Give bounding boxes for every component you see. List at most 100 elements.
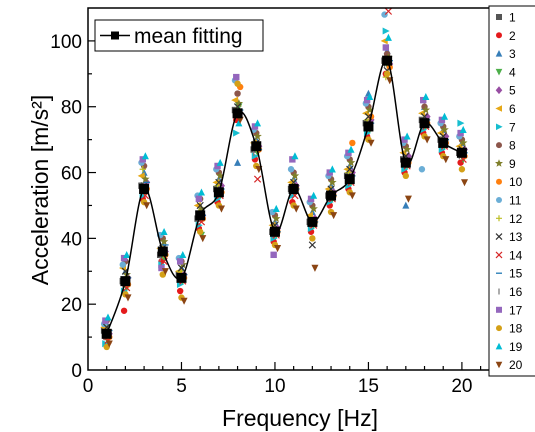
legend-marker-14 bbox=[495, 251, 503, 259]
x-axis-title: Frequency [Hz] bbox=[222, 405, 378, 431]
legend-label-9: 9 bbox=[509, 157, 516, 171]
data-point bbox=[457, 129, 464, 137]
data-point bbox=[143, 202, 151, 210]
mean-fitting-point bbox=[419, 118, 430, 129]
data-point bbox=[366, 93, 374, 101]
data-point bbox=[272, 204, 280, 212]
data-point bbox=[348, 192, 356, 200]
mean-fitting-legend-label: mean fitting bbox=[134, 25, 243, 48]
data-point bbox=[365, 105, 374, 114]
mean-fitting-point bbox=[269, 226, 280, 237]
legend-label-18: 18 bbox=[509, 322, 523, 336]
data-point bbox=[418, 166, 426, 173]
data-point bbox=[384, 33, 392, 41]
data-point bbox=[289, 156, 296, 163]
data-point bbox=[404, 195, 412, 203]
data-point bbox=[330, 212, 338, 220]
data-point bbox=[124, 294, 132, 302]
data-point bbox=[346, 158, 356, 167]
y-tick-label: 60 bbox=[61, 164, 82, 185]
y-axis-title: Acceleration [m/s²] bbox=[27, 95, 53, 285]
data-point bbox=[233, 73, 240, 81]
legend-marker-2 bbox=[496, 32, 502, 39]
series-18 bbox=[103, 70, 466, 351]
data-point bbox=[383, 70, 391, 78]
data-point bbox=[404, 151, 412, 161]
data-point bbox=[345, 149, 352, 156]
legend-marker-17 bbox=[496, 306, 502, 313]
data-point bbox=[253, 131, 262, 140]
data-point bbox=[123, 250, 131, 259]
data-point bbox=[402, 145, 412, 154]
legend-marker-5 bbox=[495, 86, 503, 95]
data-point bbox=[349, 139, 356, 147]
legend-marker-1 bbox=[496, 14, 502, 20]
data-point bbox=[253, 175, 262, 183]
data-point bbox=[195, 195, 203, 203]
data-point bbox=[347, 145, 355, 153]
data-point bbox=[197, 188, 205, 196]
data-point bbox=[309, 235, 316, 242]
data-point bbox=[177, 264, 186, 272]
mean-fitting-point bbox=[363, 121, 374, 132]
data-point bbox=[402, 172, 410, 180]
y-tick-label: 0 bbox=[71, 361, 82, 382]
data-point bbox=[460, 179, 469, 187]
y-tick-label: 100 bbox=[50, 32, 82, 53]
data-point bbox=[292, 205, 300, 213]
data-point bbox=[176, 258, 184, 265]
legend-label-12: 12 bbox=[509, 212, 523, 226]
data-point bbox=[328, 177, 337, 186]
legend-label-11: 11 bbox=[509, 194, 522, 208]
mean-fitting-legend: mean fitting bbox=[94, 19, 264, 52]
data-point bbox=[326, 169, 333, 176]
mean-fitting-point bbox=[344, 174, 355, 185]
data-point bbox=[422, 93, 430, 101]
legend-label-1: 1 bbox=[509, 11, 516, 25]
data-point bbox=[216, 158, 224, 166]
legend-marker-19 bbox=[495, 342, 503, 350]
axis-ticks-layer: 0 5 10 15 20 0 20 40 60 80 100 bbox=[50, 32, 500, 397]
data-point bbox=[442, 156, 450, 164]
data-point bbox=[137, 172, 145, 180]
legend-label-5: 5 bbox=[509, 84, 516, 98]
legend-marker-4 bbox=[495, 68, 503, 76]
data-point bbox=[403, 132, 411, 140]
mean-fitting-point bbox=[232, 108, 243, 119]
legend-marker-12 bbox=[496, 215, 502, 222]
data-point bbox=[233, 129, 241, 137]
data-point bbox=[459, 125, 467, 133]
data-point bbox=[420, 96, 427, 104]
mean-fitting-point bbox=[195, 210, 206, 221]
data-point bbox=[159, 237, 169, 246]
data-point bbox=[384, 7, 393, 15]
data-point bbox=[254, 119, 262, 127]
legend-label-16: 16 bbox=[509, 285, 523, 299]
data-point bbox=[310, 191, 318, 199]
data-point bbox=[196, 201, 204, 210]
series-20 bbox=[105, 77, 469, 348]
legend-label-17: 17 bbox=[509, 303, 523, 317]
data-point bbox=[440, 112, 449, 120]
legend-label-20: 20 bbox=[509, 358, 523, 372]
data-point bbox=[438, 116, 446, 124]
data-point bbox=[421, 105, 431, 114]
y-tick-label: 20 bbox=[61, 295, 82, 316]
legend-label-10: 10 bbox=[509, 175, 523, 189]
legend-label-2: 2 bbox=[509, 29, 516, 43]
data-point bbox=[139, 156, 146, 163]
data-point bbox=[141, 152, 149, 160]
legend-marker-8 bbox=[496, 142, 502, 149]
mean-fitting-point bbox=[288, 184, 299, 194]
legend-marker-9 bbox=[495, 159, 503, 167]
legend-label-14: 14 bbox=[509, 248, 523, 262]
series-19 bbox=[104, 33, 467, 321]
legend-marker-11 bbox=[496, 197, 502, 203]
legend-label-13: 13 bbox=[509, 230, 523, 244]
legend-marker-3 bbox=[495, 50, 503, 57]
data-point bbox=[180, 297, 188, 305]
legend-label-15: 15 bbox=[509, 267, 523, 281]
data-point bbox=[457, 119, 465, 127]
data-point bbox=[382, 27, 390, 35]
